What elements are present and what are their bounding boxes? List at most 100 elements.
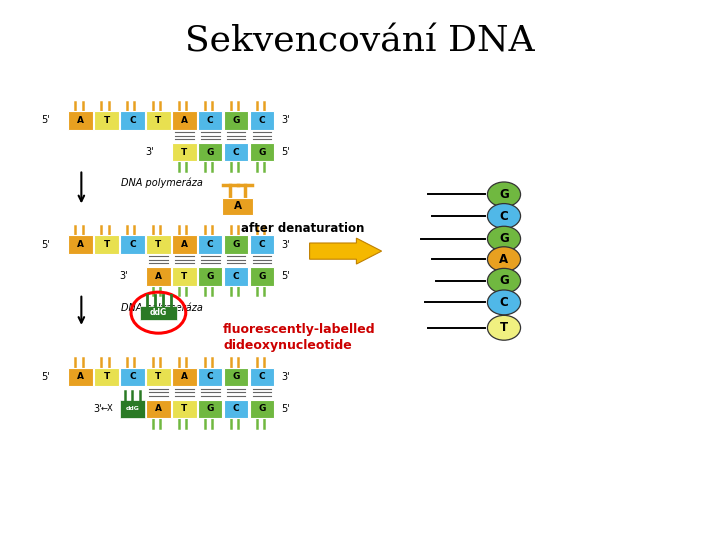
Text: fluorescently-labelled
dideoxynucleotide: fluorescently-labelled dideoxynucleotide [223,323,376,352]
FancyBboxPatch shape [120,111,145,130]
FancyBboxPatch shape [224,235,248,254]
FancyBboxPatch shape [198,368,222,386]
Text: C: C [129,116,136,125]
Circle shape [487,226,521,251]
Text: ddG: ddG [125,406,140,411]
FancyBboxPatch shape [224,400,248,418]
FancyBboxPatch shape [172,235,197,254]
Text: ddG: ddG [150,308,167,317]
Text: G: G [258,272,266,281]
Text: G: G [207,148,214,157]
FancyBboxPatch shape [94,235,119,254]
FancyBboxPatch shape [172,111,197,130]
Circle shape [487,315,521,340]
Text: Sekvencování DNA: Sekvencování DNA [185,24,535,58]
Text: T: T [181,404,187,413]
FancyBboxPatch shape [250,235,274,254]
FancyBboxPatch shape [140,306,177,320]
Text: DNA polymeráza: DNA polymeráza [121,302,203,313]
FancyBboxPatch shape [172,368,197,386]
Text: G: G [207,404,214,413]
Text: C: C [207,373,214,381]
Text: G: G [233,240,240,249]
Text: T: T [156,116,161,125]
FancyBboxPatch shape [94,368,119,386]
FancyBboxPatch shape [198,235,222,254]
Text: 3': 3' [145,147,154,157]
Text: A: A [155,404,162,413]
Text: T: T [500,321,508,334]
FancyBboxPatch shape [120,400,145,418]
FancyBboxPatch shape [172,400,197,418]
Text: C: C [258,116,266,125]
FancyBboxPatch shape [68,368,93,386]
FancyBboxPatch shape [172,143,197,161]
Text: G: G [499,188,509,201]
FancyBboxPatch shape [146,267,171,286]
Text: 3': 3' [282,372,290,382]
FancyBboxPatch shape [146,235,171,254]
Text: G: G [499,274,509,287]
Text: A: A [181,240,188,249]
Text: T: T [104,240,109,249]
FancyBboxPatch shape [224,267,248,286]
Text: C: C [500,296,508,309]
Text: 3': 3' [120,272,128,281]
Text: A: A [77,373,84,381]
FancyBboxPatch shape [68,235,93,254]
FancyBboxPatch shape [198,143,222,161]
FancyBboxPatch shape [120,368,145,386]
Text: C: C [129,373,136,381]
Text: C: C [258,240,266,249]
FancyBboxPatch shape [222,198,253,215]
Circle shape [487,182,521,207]
Text: G: G [207,272,214,281]
FancyBboxPatch shape [94,111,119,130]
Circle shape [487,268,521,293]
Circle shape [487,290,521,315]
Text: T: T [181,272,187,281]
Text: G: G [233,373,240,381]
Text: T: T [104,116,109,125]
FancyBboxPatch shape [146,400,171,418]
FancyBboxPatch shape [250,267,274,286]
Text: A: A [77,116,84,125]
Text: A: A [155,272,162,281]
Text: C: C [258,373,266,381]
Text: A: A [500,253,508,266]
FancyBboxPatch shape [172,267,197,286]
Circle shape [487,204,521,228]
FancyBboxPatch shape [224,111,248,130]
Text: A: A [181,116,188,125]
FancyBboxPatch shape [250,368,274,386]
FancyBboxPatch shape [146,111,171,130]
Text: after denaturation: after denaturation [240,222,364,235]
Text: 5': 5' [282,272,290,281]
Text: C: C [233,272,240,281]
Text: C: C [233,148,240,157]
Text: T: T [156,240,161,249]
Text: C: C [129,240,136,249]
FancyBboxPatch shape [250,400,274,418]
FancyBboxPatch shape [198,400,222,418]
Circle shape [487,247,521,272]
FancyBboxPatch shape [198,267,222,286]
Text: A: A [77,240,84,249]
Text: 5': 5' [42,240,50,249]
FancyBboxPatch shape [250,111,274,130]
Text: C: C [233,404,240,413]
Text: G: G [499,232,509,245]
Text: T: T [156,373,161,381]
FancyBboxPatch shape [146,368,171,386]
Text: 3': 3' [282,116,290,125]
Text: 3': 3' [282,240,290,249]
FancyBboxPatch shape [198,111,222,130]
Text: 3': 3' [94,404,102,414]
Text: T: T [104,373,109,381]
Text: A: A [181,373,188,381]
FancyBboxPatch shape [224,143,248,161]
Text: 5': 5' [42,372,50,382]
FancyArrow shape [310,238,382,264]
Text: C: C [207,240,214,249]
Text: G: G [258,148,266,157]
